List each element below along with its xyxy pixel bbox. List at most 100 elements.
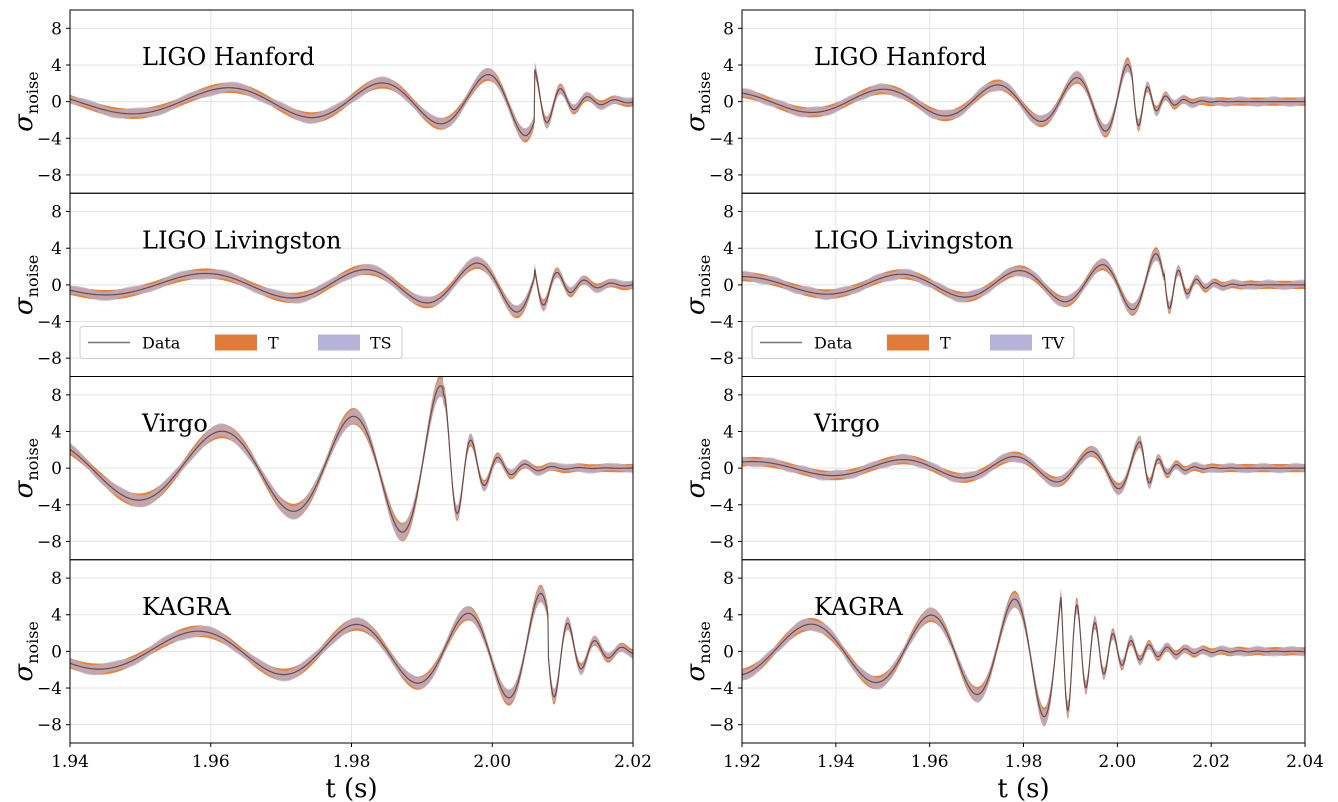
legend: Data T TV [751, 326, 1075, 359]
y-tick-label: −4 [709, 313, 734, 333]
y-axis-label-symbol: σ [681, 113, 711, 132]
y-tick-label: −8 [709, 166, 734, 186]
y-tick-label: 4 [51, 56, 62, 76]
y-tick-label: 0 [51, 459, 62, 479]
panel-detector-label: LIGO Livingston [814, 226, 1013, 254]
legend-t-label: T [940, 334, 951, 353]
y-axis-label: σnoise [681, 71, 714, 131]
panel-left-1: −8 −4 0 4 8 σnoise LIGO Hanford [9, 9, 634, 194]
y-axis-label-subscript: noise [23, 621, 42, 664]
x-tick-label: 2.00 [473, 752, 511, 772]
panel-left-4: −8 −4 0 4 8 σnoise KAGRA 1.94 1.96 1.98 2.00 2.02 t … [9, 559, 652, 802]
y-axis-label: σnoise [9, 71, 42, 131]
series-second-band [70, 256, 633, 317]
series-data-line [70, 69, 633, 137]
y-axis-label: σnoise [9, 438, 42, 498]
y-tick-label: −4 [37, 129, 62, 149]
y-tick-label: 4 [51, 422, 62, 442]
y-tick-label: 8 [723, 386, 734, 406]
y-tick-label: 0 [723, 276, 734, 296]
y-tick-label: −8 [709, 716, 734, 736]
panel-right-4: −8 −4 0 4 8 σnoise KAGRA 1.92 1.94 1.96 1.98 2.00 2.… [681, 559, 1324, 802]
y-axis-label-subscript: noise [23, 255, 42, 298]
panel-detector-label: LIGO Livingston [142, 226, 341, 254]
legend-second-swatch [990, 334, 1032, 351]
panel-detector-label: KAGRA [142, 593, 232, 621]
legend-t-label: T [268, 334, 279, 353]
y-tick-label: 0 [723, 642, 734, 662]
panel-right-3: −8 −4 0 4 8 σnoise Virgo [681, 376, 1306, 561]
panel-left-2: −8 −4 0 4 8 σnoise LIGO Livingston Data T TS [9, 192, 634, 377]
y-tick-label: 0 [51, 642, 62, 662]
legend-data-label: Data [142, 334, 181, 353]
y-tick-label: 0 [51, 93, 62, 113]
panel-plot-area [742, 587, 1305, 727]
legend-second-label: TV [1042, 334, 1065, 353]
y-tick-label: −4 [37, 679, 62, 699]
y-tick-label: 4 [723, 606, 734, 626]
series-data-line [70, 262, 633, 313]
panel-detector-label: KAGRA [814, 593, 904, 621]
series-data-line [742, 253, 1305, 311]
y-tick-label: 4 [51, 239, 62, 259]
x-tick-label: 1.92 [723, 752, 761, 772]
y-tick-label: 0 [723, 93, 734, 113]
legend-t-swatch [215, 334, 257, 351]
y-tick-label: −8 [37, 166, 62, 186]
y-tick-label: −8 [37, 716, 62, 736]
x-tick-label: 1.98 [333, 752, 371, 772]
y-tick-label: 8 [51, 569, 62, 589]
panel-plot-area [70, 62, 633, 143]
x-tick-label: 2.04 [1286, 752, 1324, 772]
legend-second-label: TS [370, 334, 392, 353]
legend-t-swatch [887, 334, 929, 351]
x-tick-label: 1.96 [192, 752, 230, 772]
y-axis-label: σnoise [681, 621, 714, 681]
series-second-band [70, 62, 633, 141]
y-tick-label: −4 [37, 313, 62, 333]
y-tick-label: 4 [723, 422, 734, 442]
y-tick-label: 4 [723, 239, 734, 259]
x-tick-label: 2.02 [614, 752, 652, 772]
y-axis-label-symbol: σ [681, 479, 711, 498]
panel-detector-label: Virgo [141, 410, 208, 438]
panel-detector-label: Virgo [813, 410, 880, 438]
series-t-band [70, 376, 633, 542]
y-axis-label-subscript: noise [695, 71, 714, 114]
legend-data-label: Data [814, 334, 853, 353]
x-tick-label: 1.98 [1005, 752, 1043, 772]
series-data-line [70, 592, 633, 699]
y-axis-label-symbol: σ [681, 663, 711, 682]
panel-detector-label: LIGO Hanford [814, 43, 987, 71]
y-tick-label: −8 [709, 532, 734, 552]
panel-left-3: −8 −4 0 4 8 σnoise Virgo [9, 376, 634, 561]
legend: Data T TS [79, 326, 403, 359]
y-tick-label: −8 [709, 349, 734, 369]
y-tick-label: −8 [37, 349, 62, 369]
series-second-band [70, 377, 633, 541]
series-data-line [742, 441, 1305, 490]
y-axis-label-subscript: noise [23, 438, 42, 481]
y-tick-label: 8 [51, 19, 62, 39]
series-second-band [742, 436, 1305, 496]
panel-detector-label: LIGO Hanford [142, 43, 315, 71]
x-axis-label: t (s) [997, 774, 1049, 802]
y-axis-label-subscript: noise [695, 621, 714, 664]
x-tick-label: 1.94 [817, 752, 855, 772]
y-axis-label: σnoise [681, 255, 714, 315]
y-axis-label-symbol: σ [9, 296, 39, 315]
panel-right-2: −8 −4 0 4 8 σnoise LIGO Livingston Data T TV [681, 192, 1306, 377]
panel-right-1: −8 −4 0 4 8 σnoise LIGO Hanford [681, 9, 1306, 194]
y-tick-label: 4 [51, 606, 62, 626]
panel-plot-area [70, 256, 633, 319]
panel-plot-area [742, 435, 1305, 496]
panel-plot-area [70, 376, 633, 542]
series-data-line [742, 63, 1305, 132]
y-axis-label-subscript: noise [23, 71, 42, 114]
y-tick-label: 8 [51, 386, 62, 406]
y-tick-label: −4 [709, 129, 734, 149]
x-tick-label: 2.00 [1098, 752, 1136, 772]
